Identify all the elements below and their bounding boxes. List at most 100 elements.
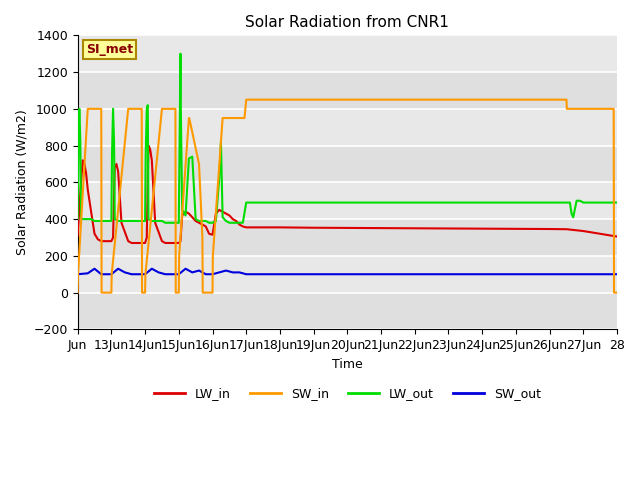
SW_in: [198, 235, 206, 240]
SW_in: [84, 106, 92, 112]
SW_in: [172, 290, 180, 296]
SW_out: [229, 269, 237, 275]
SW_out: [175, 271, 182, 277]
LW_out: [225, 220, 233, 226]
SW_out: [377, 271, 385, 277]
SW_in: [84, 106, 92, 112]
SW_in: [241, 115, 248, 121]
Bar: [77, 293, 617, 329]
SW_in: [219, 115, 227, 121]
SW_out: [182, 266, 189, 272]
LW_in: [512, 226, 520, 232]
SW_in: [595, 106, 603, 112]
LW_out: [74, 216, 81, 222]
SW_out: [310, 271, 317, 277]
LW_in: [219, 209, 227, 215]
SW_out: [161, 271, 169, 277]
SW_in: [563, 97, 570, 103]
SW_in: [97, 106, 105, 112]
Bar: [77, 72, 617, 109]
Bar: [77, 145, 617, 182]
SW_in: [561, 97, 569, 103]
LW_out: [161, 220, 169, 226]
SW_in: [236, 115, 243, 121]
LW_out: [209, 220, 216, 226]
SW_in: [108, 290, 115, 296]
LW_in: [613, 234, 621, 240]
SW_in: [613, 290, 621, 296]
SW_out: [91, 266, 99, 272]
LW_in: [276, 225, 284, 230]
SW_in: [232, 115, 240, 121]
SW_in: [138, 106, 145, 112]
SW_in: [225, 115, 233, 121]
SW_in: [158, 106, 166, 112]
SW_out: [512, 271, 520, 277]
SW_out: [202, 271, 210, 277]
Line: LW_out: LW_out: [77, 54, 617, 223]
SW_in: [125, 106, 132, 112]
SW_in: [220, 115, 228, 121]
LW_in: [546, 226, 554, 232]
SW_in: [610, 106, 618, 112]
LW_out: [177, 51, 184, 57]
SW_out: [128, 271, 136, 277]
SW_out: [613, 271, 621, 277]
LW_in: [74, 233, 81, 239]
SW_out: [108, 271, 115, 277]
Bar: [77, 219, 617, 256]
SW_in: [195, 161, 203, 167]
Text: SI_met: SI_met: [86, 43, 133, 56]
SW_in: [141, 290, 149, 296]
LW_out: [613, 200, 621, 205]
SW_in: [239, 115, 246, 121]
SW_out: [121, 269, 129, 275]
SW_out: [141, 271, 149, 277]
SW_out: [155, 269, 163, 275]
SW_out: [168, 271, 176, 277]
SW_out: [579, 271, 587, 277]
SW_in: [243, 97, 250, 103]
SW_in: [124, 106, 132, 112]
SW_out: [222, 268, 230, 274]
SW_in: [563, 106, 571, 112]
SW_in: [209, 253, 217, 259]
SW_in: [172, 106, 179, 112]
LW_out: [217, 139, 225, 145]
SW_in: [74, 290, 81, 296]
SW_out: [134, 271, 142, 277]
SW_in: [141, 271, 149, 277]
SW_out: [84, 270, 92, 276]
SW_in: [159, 106, 166, 112]
SW_out: [115, 266, 122, 272]
SW_out: [148, 266, 156, 272]
LW_out: [566, 200, 573, 205]
SW_in: [209, 290, 216, 296]
SW_in: [74, 271, 82, 277]
SW_in: [610, 290, 618, 296]
LW_in: [145, 143, 152, 148]
SW_in: [185, 115, 193, 121]
LW_out: [172, 220, 179, 226]
SW_in: [186, 115, 193, 121]
SW_in: [243, 97, 250, 103]
Line: SW_in: SW_in: [77, 100, 617, 293]
Line: LW_in: LW_in: [77, 145, 617, 243]
SW_in: [232, 115, 240, 121]
SW_out: [216, 269, 223, 275]
SW_out: [97, 271, 105, 277]
SW_out: [195, 268, 203, 274]
SW_in: [138, 290, 146, 296]
SW_out: [209, 271, 216, 277]
SW_in: [175, 253, 183, 259]
SW_in: [108, 271, 116, 277]
Legend: LW_in, SW_in, LW_out, SW_out: LW_in, SW_in, LW_out, SW_out: [149, 383, 546, 406]
LW_in: [229, 216, 237, 222]
SW_out: [445, 271, 452, 277]
Line: SW_out: SW_out: [77, 269, 617, 274]
SW_in: [175, 290, 182, 296]
SW_in: [199, 290, 207, 296]
LW_out: [205, 220, 213, 226]
SW_out: [243, 271, 250, 277]
Y-axis label: Solar Radiation (W/m2): Solar Radiation (W/m2): [15, 109, 28, 255]
